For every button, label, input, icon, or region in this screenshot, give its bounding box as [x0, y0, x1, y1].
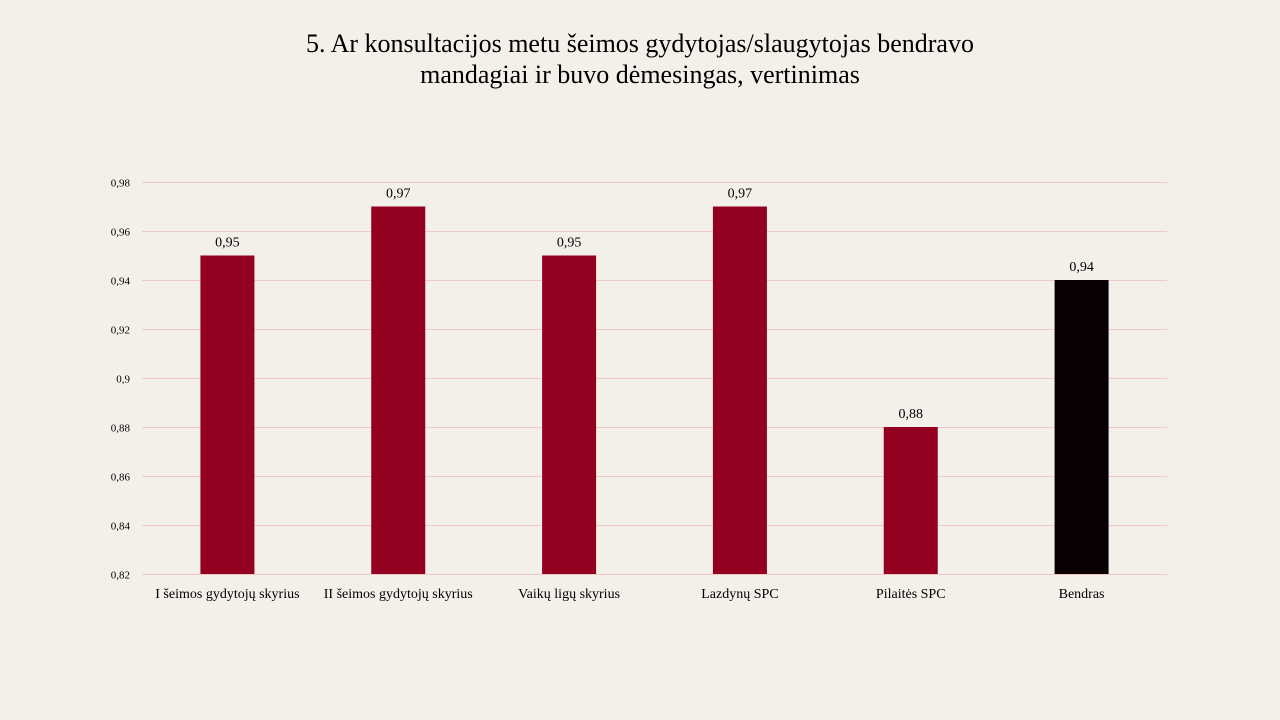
bar — [542, 255, 597, 574]
y-tick-label: 0,94 — [111, 276, 131, 288]
bar — [371, 206, 426, 574]
y-tick-label: 0,92 — [111, 325, 130, 337]
x-tick-label: II šeimos gydytojų skyrius — [324, 587, 473, 602]
y-tick-label: 0,88 — [111, 423, 131, 435]
data-label: 0,97 — [728, 187, 753, 202]
chart-title-line-2: mandagiai ir buvo dėmesingas, vertinimas — [420, 60, 860, 89]
gridlines — [142, 182, 1167, 575]
data-labels: 0,95 0,97 0,95 0,97 0,88 0,94 — [215, 187, 1094, 423]
x-tick-label: Vaikų ligų skyrius — [518, 587, 620, 602]
data-label: 0,95 — [557, 236, 582, 251]
bar — [200, 255, 255, 574]
data-label: 0,94 — [1069, 260, 1094, 275]
y-tick-label: 0,9 — [116, 374, 130, 386]
data-label: 0,95 — [215, 236, 240, 251]
y-tick-label: 0,84 — [111, 521, 131, 533]
chart-title: 5. Ar konsultacijos metu šeimos gydytoja… — [0, 28, 1280, 90]
chart-title-line-1: 5. Ar konsultacijos metu šeimos gydytoja… — [306, 29, 974, 58]
bar — [712, 206, 767, 574]
bars — [200, 206, 1109, 574]
x-axis-ticks: I šeimos gydytojų skyrius II šeimos gydyt… — [155, 587, 1104, 602]
y-tick-label: 0,96 — [111, 227, 131, 239]
y-tick-label: 0,86 — [111, 472, 131, 484]
data-label: 0,88 — [899, 407, 924, 422]
y-tick-label: 0,82 — [111, 570, 130, 582]
x-tick-label: Bendras — [1059, 587, 1105, 602]
y-axis-ticks: 0,82 0,84 0,86 0,88 0,9 0,92 0,94 0,96 0,98 — [111, 178, 131, 582]
data-label: 0,97 — [386, 187, 411, 202]
bar — [883, 427, 938, 574]
x-tick-label: Pilaitės SPC — [876, 587, 946, 602]
x-tick-label: I šeimos gydytojų skyrius — [155, 587, 299, 602]
bar — [1054, 280, 1109, 574]
x-tick-label: Lazdynų SPC — [701, 587, 778, 602]
y-tick-label: 0,98 — [111, 178, 131, 190]
